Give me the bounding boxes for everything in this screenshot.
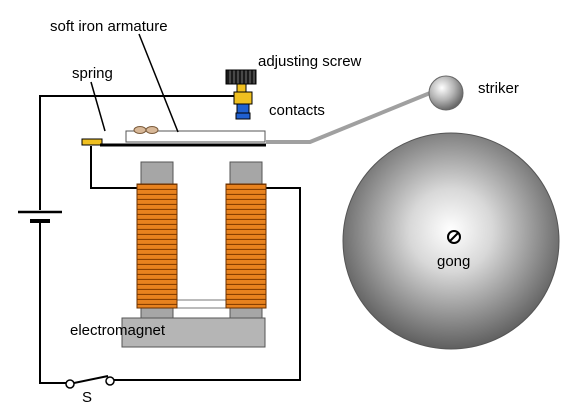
screw-contact	[235, 112, 251, 120]
striker-arm	[266, 91, 431, 144]
adjusting-screw[interactable]	[225, 69, 257, 120]
core-foot-left	[140, 307, 174, 319]
label-armature: soft iron armature	[50, 18, 168, 35]
switch-terminal-left	[65, 379, 75, 389]
screw-shank	[236, 83, 247, 93]
label-contacts: contacts	[269, 102, 325, 119]
circuit-wires	[39, 95, 301, 384]
contact-point	[145, 126, 159, 134]
core-foot-right	[229, 307, 263, 319]
coil-left	[136, 183, 178, 309]
spring-leader	[90, 81, 106, 132]
striker-ball	[428, 75, 464, 111]
switch-terminal-right	[105, 376, 115, 386]
label-adjusting-screw: adjusting screw	[258, 53, 362, 70]
label-switch: S	[82, 389, 92, 406]
core-top-right	[229, 161, 263, 187]
contact-point	[133, 126, 147, 134]
switch[interactable]	[65, 375, 115, 389]
label-electromagnet: electromagnet	[70, 322, 166, 339]
screw-head	[225, 69, 257, 85]
label-gong: gong	[437, 253, 470, 270]
screw-tip	[236, 103, 250, 114]
battery	[18, 210, 62, 223]
armature-leader	[138, 33, 179, 133]
soft-iron-armature	[100, 126, 266, 147]
electromagnet-base	[121, 317, 266, 348]
core-top-left	[140, 161, 174, 187]
gong	[342, 132, 560, 350]
coil-right	[225, 183, 267, 309]
label-spring: spring	[72, 65, 113, 82]
gong-bolt-slot	[449, 232, 459, 242]
label-striker: striker	[478, 80, 519, 97]
spring	[81, 138, 103, 146]
screw-body	[233, 91, 253, 105]
